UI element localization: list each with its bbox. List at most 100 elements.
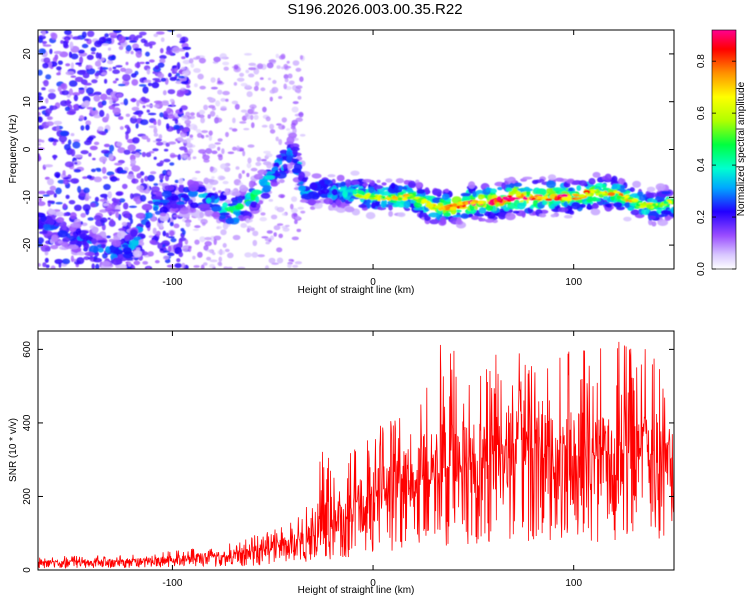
heatmap-cell bbox=[209, 264, 216, 269]
heatmap-cell bbox=[55, 187, 62, 195]
heatmap-cell bbox=[128, 205, 137, 208]
heatmap-cell bbox=[239, 72, 245, 77]
heatmap-cell bbox=[173, 214, 181, 218]
heatmap-cell bbox=[167, 114, 175, 119]
heatmap-cell bbox=[484, 211, 491, 217]
heatmap-cell bbox=[91, 168, 96, 173]
heatmap-cell bbox=[268, 199, 274, 202]
heatmap-cell bbox=[248, 67, 256, 71]
heatmap-cell bbox=[407, 180, 417, 189]
heatmap-cell bbox=[227, 151, 235, 155]
heatmap-cell bbox=[269, 96, 273, 102]
heatmap-cell bbox=[67, 139, 72, 146]
heatmap-cell bbox=[426, 203, 434, 208]
spectrogram-y-tick-label: -10 bbox=[22, 190, 33, 205]
heatmap-cell bbox=[580, 203, 586, 208]
heatmap-cell bbox=[152, 227, 157, 235]
heatmap-cell bbox=[45, 98, 49, 104]
heatmap-cell bbox=[233, 64, 239, 70]
heatmap-cell bbox=[135, 247, 141, 251]
heatmap-cell bbox=[291, 196, 298, 202]
heatmap-cell bbox=[477, 193, 484, 200]
heatmap-cell bbox=[163, 255, 170, 260]
heatmap-cell bbox=[42, 230, 48, 234]
heatmap-cell bbox=[47, 178, 54, 186]
heatmap-cell bbox=[209, 166, 214, 173]
heatmap-cell bbox=[168, 72, 172, 78]
heatmap-cell bbox=[53, 193, 57, 198]
heatmap-cell bbox=[460, 192, 471, 197]
heatmap-cell bbox=[44, 164, 53, 168]
heatmap-cell bbox=[139, 31, 147, 36]
heatmap-cell bbox=[350, 170, 360, 176]
heatmap-cell bbox=[174, 179, 179, 184]
heatmap-cell bbox=[93, 114, 102, 119]
heatmap-cell bbox=[142, 98, 150, 103]
heatmap-cell bbox=[298, 171, 306, 180]
heatmap-cell bbox=[406, 196, 412, 200]
heatmap-cell bbox=[102, 176, 108, 179]
heatmap-cell bbox=[94, 40, 103, 48]
heatmap-cell bbox=[108, 32, 118, 37]
heatmap-cell bbox=[278, 233, 284, 239]
heatmap-cell bbox=[42, 62, 49, 69]
heatmap-cell bbox=[153, 183, 159, 186]
heatmap-cell bbox=[130, 159, 137, 165]
spectrogram-y-tick-label: -20 bbox=[22, 237, 33, 252]
heatmap-cell bbox=[52, 141, 57, 146]
heatmap-cell bbox=[192, 228, 199, 231]
heatmap-cell bbox=[138, 113, 142, 118]
heatmap-cell bbox=[147, 174, 155, 182]
heatmap-cell bbox=[61, 241, 69, 247]
heatmap-cell bbox=[386, 197, 391, 201]
heatmap-cell bbox=[294, 261, 302, 265]
heatmap-cell bbox=[344, 206, 355, 213]
heatmap-cell bbox=[294, 219, 298, 225]
heatmap-cell bbox=[82, 72, 90, 79]
heatmap-cell bbox=[159, 206, 169, 214]
heatmap-cell bbox=[133, 236, 142, 241]
heatmap-cell bbox=[202, 207, 212, 211]
heatmap-cell bbox=[257, 169, 268, 175]
heatmap-cell bbox=[403, 200, 411, 209]
heatmap-cell bbox=[70, 53, 79, 60]
heatmap-cell bbox=[189, 134, 194, 138]
heatmap-cell bbox=[648, 215, 656, 220]
heatmap-cell bbox=[291, 236, 299, 241]
heatmap-cell bbox=[100, 193, 109, 198]
heatmap-cell bbox=[42, 194, 50, 197]
heatmap-cell bbox=[390, 182, 396, 190]
heatmap-cell bbox=[251, 252, 259, 258]
colorbar-ticks: 0.0 0.2 0.4 0.6 0.8 bbox=[696, 54, 736, 276]
heatmap-cell bbox=[131, 178, 139, 184]
heatmap-cell bbox=[265, 116, 271, 122]
heatmap-cell bbox=[198, 57, 206, 64]
heatmap-cell bbox=[464, 201, 469, 205]
heatmap-cell bbox=[96, 168, 102, 172]
heatmap-cell bbox=[261, 124, 268, 128]
heatmap-cell bbox=[170, 238, 177, 243]
heatmap-cell bbox=[174, 119, 179, 125]
heatmap-cell bbox=[107, 59, 114, 65]
heatmap-cell bbox=[114, 162, 123, 166]
snr-x-label: Height of straight line (km) bbox=[298, 585, 415, 596]
heatmap-cell bbox=[161, 101, 170, 106]
heatmap-cell bbox=[117, 147, 126, 154]
heatmap-cell bbox=[54, 171, 61, 178]
heatmap-cell bbox=[232, 199, 238, 206]
heatmap-cell bbox=[424, 187, 430, 195]
heatmap-cell bbox=[121, 244, 129, 248]
heatmap-cell bbox=[320, 188, 330, 195]
heatmap-cell bbox=[556, 197, 561, 201]
heatmap-cell bbox=[187, 246, 192, 253]
heatmap-cell bbox=[529, 205, 534, 209]
heatmap-cell bbox=[142, 105, 146, 109]
heatmap-cell bbox=[53, 120, 63, 125]
heatmap-cell bbox=[210, 86, 218, 90]
heatmap-cell bbox=[222, 202, 228, 208]
heatmap-cell bbox=[184, 119, 191, 125]
snr-y-tick-label: 600 bbox=[22, 341, 33, 358]
heatmap-cell bbox=[281, 212, 287, 216]
heatmap-cell bbox=[145, 221, 151, 229]
heatmap-cell bbox=[72, 92, 81, 96]
